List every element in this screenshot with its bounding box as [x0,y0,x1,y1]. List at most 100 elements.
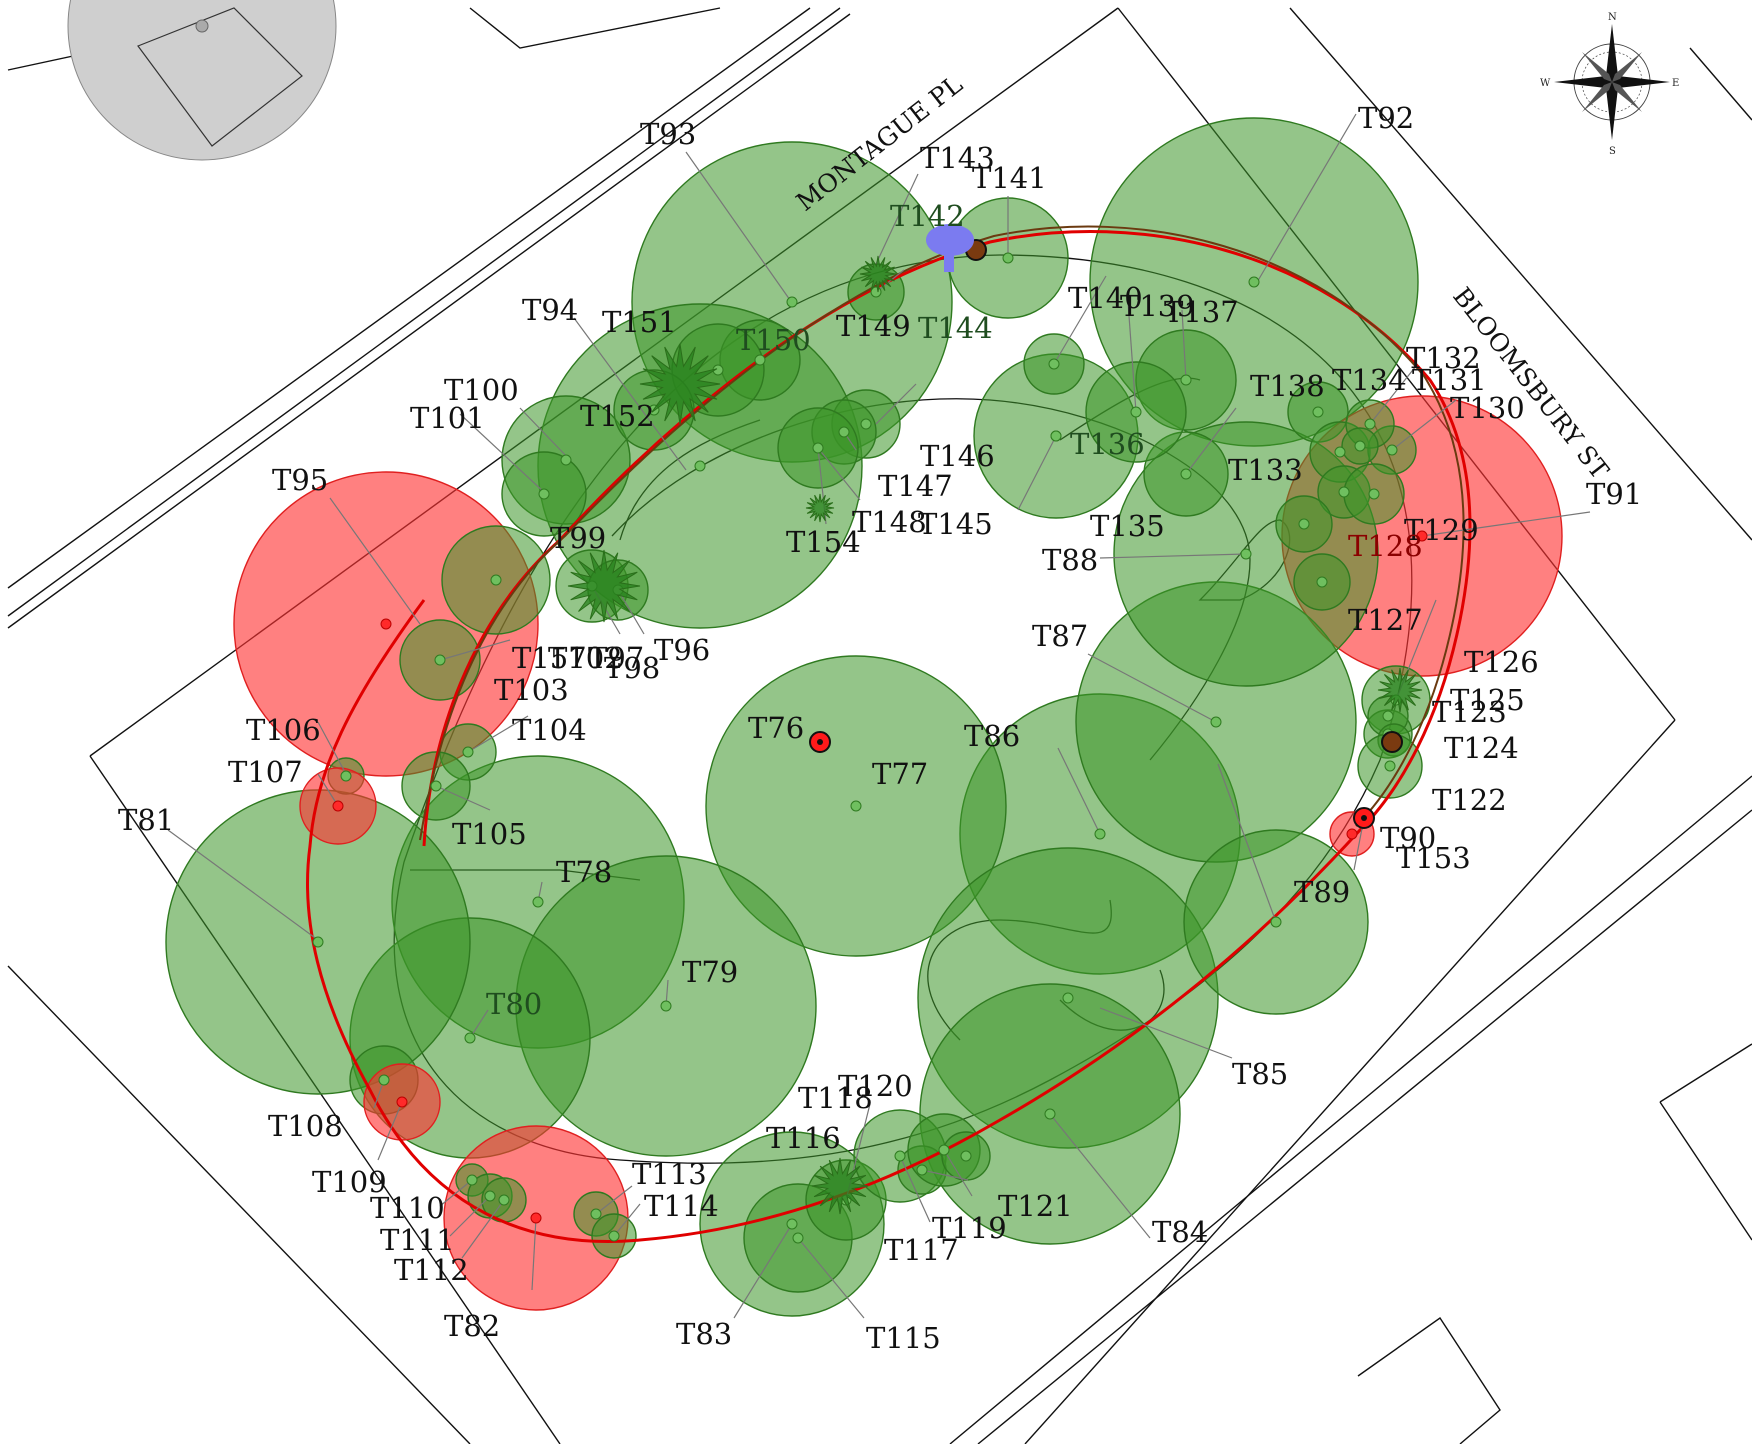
stem-t109 [396,1096,408,1108]
leader-0 [685,151,791,301]
leader-18 [1099,553,1247,559]
tree-label-t80: T80 [486,987,542,1021]
stem-t95 [380,618,392,630]
tree-label-t128: T128 [1348,529,1423,563]
stem-t110 [466,1174,478,1186]
compass-e: E [1672,78,1679,89]
tree-label-t121: T121 [998,1189,1073,1223]
tree-label-t153: T153 [1396,841,1471,875]
leader-17 [1087,653,1217,723]
base-line-1 [7,7,811,589]
leader-11 [531,1217,537,1291]
stem-t83 [786,1218,798,1230]
stem-t77 [850,800,862,812]
stem-t112 [498,1194,510,1206]
leader-12 [733,1223,793,1319]
stem-t119 [916,1164,928,1176]
palm-shrub-3 [805,493,835,523]
neighbour-stem [195,19,209,33]
palm-shrub-0 [567,549,641,623]
tree-label-t125: T125 [1450,683,1525,717]
neighbour-canopy [67,0,337,161]
tree-label-t84: T84 [1152,1215,1208,1249]
tree-label-t102: T102 [548,641,623,675]
stem-t89 [1270,916,1282,928]
tree-label-t134: T134 [1332,363,1407,397]
hydrant-cap [926,224,974,256]
tree-label-t100: T100 [444,373,519,407]
tree-label-t143: T143 [920,141,995,175]
stem-t85 [1062,992,1074,1004]
base-line-4 [469,7,721,49]
leader-50 [613,1203,641,1237]
leader-27 [875,269,905,293]
leader-38 [617,589,645,635]
stem-t131 [1364,418,1376,430]
tree-label-t107: T107 [228,755,303,789]
hydrant-post [944,246,954,272]
tree-label-t138: T138 [1250,369,1325,403]
tree-label-t103: T103 [494,673,569,707]
tree-label-t99: T99 [550,521,606,555]
tree-label-t140: T140 [1068,281,1143,315]
tree-label-t112: T112 [394,1253,469,1287]
stem-t79 [660,1000,672,1012]
stem-t86 [1094,828,1106,840]
tree-label-t82: T82 [444,1309,500,1343]
stem-t140 [1048,358,1060,370]
tree-label-t116: T116 [766,1121,841,1155]
stem-t124 [1381,731,1403,753]
leader-7 [317,773,339,807]
base-line-6 [89,755,561,1444]
base-line-11 [1689,47,1752,121]
stem-t138 [1312,406,1324,418]
leader-5 [329,497,421,625]
leader-30 [1053,275,1107,365]
stem-t122 [1384,760,1396,772]
tree-label-t151: T151 [602,305,677,339]
tree-label-t94: T94 [522,293,578,327]
tree-label-t120: T120 [838,1069,913,1103]
tree-label-t137: T137 [1164,295,1239,329]
tree-label-t122: T122 [1432,783,1507,817]
leader-1 [1255,113,1357,285]
tree-label-t76: T76 [748,711,804,745]
stem-t153 [1346,828,1358,840]
stem-t115 [792,1232,804,1244]
tree-label-t85: T85 [1232,1057,1288,1091]
tree-label-t117: T117 [884,1233,959,1267]
compass-w: W [1540,78,1551,89]
tree-stems [312,238,1428,1244]
leader-20 [1421,511,1591,537]
tree-label-t126: T126 [1464,645,1539,679]
leader-4 [519,407,571,461]
tree-label-t90: T90 [1380,821,1436,855]
tree-label-t111: T111 [380,1223,455,1257]
stem-t130 [1386,444,1398,456]
stem-t87 [1210,716,1222,728]
stem-core-t90 [1361,815,1367,821]
stem-t132 [1354,440,1366,452]
stem-t92 [1248,276,1260,288]
tree-label-t139: T139 [1120,289,1195,323]
stem-t145 [1050,430,1062,442]
palm-shrub-4 [811,1157,869,1215]
compass-s: S [1609,146,1616,157]
stem-t100 [560,454,572,466]
tree-label-t130: T130 [1450,391,1525,425]
base-line-12 [949,775,1752,1444]
stem-t113 [590,1208,602,1220]
neighbour-feature [67,0,337,161]
leader-46 [921,1169,969,1181]
tree-label-t87: T87 [1032,619,1088,653]
base-line-14 [1659,1043,1752,1103]
tree-label-t81: T81 [118,803,174,837]
leader-8 [167,829,319,941]
palm-shrub-2 [859,255,897,293]
tree-label-t142: T142 [890,199,965,233]
stem-t133 [1338,486,1350,498]
tree-label-t135: T135 [1090,509,1165,543]
stem-t81 [312,936,324,948]
tree-label-t101: T101 [410,401,485,435]
